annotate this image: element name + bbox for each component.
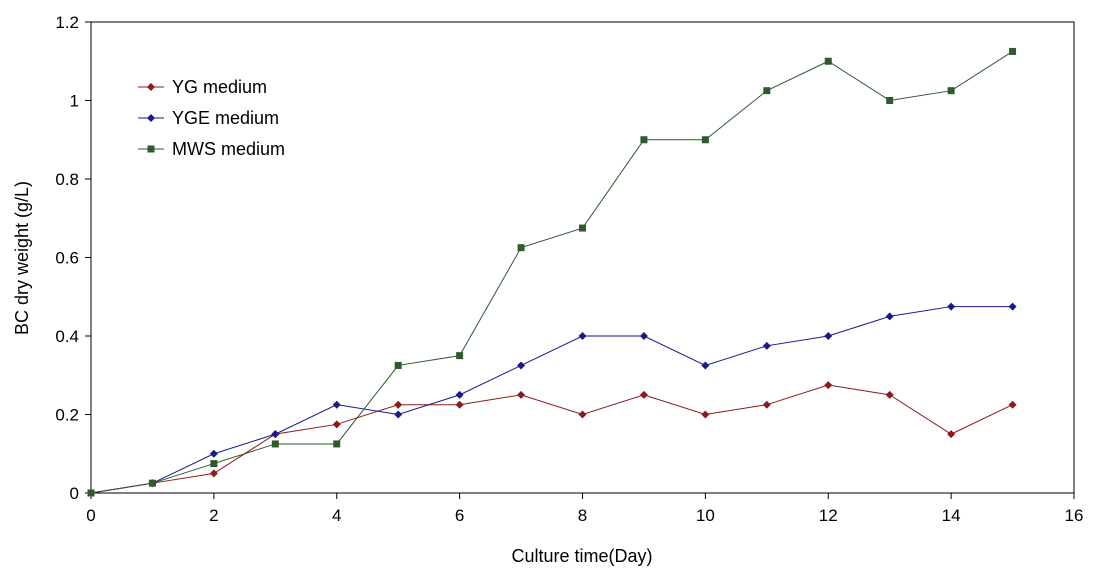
data-point-yg-medium bbox=[885, 390, 894, 399]
data-point-mws-medium bbox=[333, 440, 341, 448]
x-tick-label: 4 bbox=[332, 506, 341, 525]
data-point-yge-medium bbox=[455, 390, 464, 399]
x-tick-label: 6 bbox=[455, 506, 464, 525]
x-tick-label: 10 bbox=[696, 506, 715, 525]
series-layer bbox=[87, 47, 1017, 497]
x-tick-label: 12 bbox=[819, 506, 838, 525]
data-point-yge-medium bbox=[701, 361, 710, 370]
legend-item-yge-medium: YGE medium bbox=[138, 108, 279, 128]
legend-swatch-marker bbox=[147, 114, 155, 122]
data-point-yge-medium bbox=[824, 332, 833, 340]
data-point-yge-medium bbox=[639, 332, 648, 340]
y-tick-label: 1.2 bbox=[55, 13, 79, 32]
data-point-yge-medium bbox=[394, 410, 403, 419]
series-line-mws-medium bbox=[90, 51, 1013, 494]
series-line-yge-medium bbox=[90, 306, 1013, 494]
data-point-yge-medium bbox=[517, 361, 526, 370]
y-tick-label: 0.6 bbox=[55, 249, 79, 268]
legend: YG medium YGE medium MWS medium bbox=[138, 77, 285, 159]
legend-swatch-marker bbox=[147, 83, 155, 91]
x-tick-label: 0 bbox=[86, 506, 95, 525]
data-point-yg-medium bbox=[824, 381, 833, 390]
series-line-yg-medium bbox=[90, 384, 1013, 494]
data-point-yge-medium bbox=[947, 302, 956, 311]
data-point-yge-medium bbox=[578, 332, 587, 340]
data-point-mws-medium bbox=[886, 97, 894, 104]
legend-item-mws-medium: MWS medium bbox=[138, 139, 285, 159]
series-mws-medium bbox=[87, 47, 1017, 497]
x-tick-label: 16 bbox=[1065, 506, 1084, 525]
data-point-yge-medium bbox=[885, 312, 894, 321]
data-point-mws-medium bbox=[87, 489, 95, 497]
y-tick-label: 0.2 bbox=[55, 406, 79, 425]
legend-item-yg-medium: YG medium bbox=[138, 77, 267, 97]
legend-label: MWS medium bbox=[172, 139, 285, 159]
data-point-yg-medium bbox=[332, 420, 341, 429]
y-axis-title: BC dry weight (g/L) bbox=[12, 181, 32, 335]
data-point-yg-medium bbox=[762, 400, 771, 409]
data-point-mws-medium bbox=[517, 244, 525, 252]
data-point-mws-medium bbox=[271, 440, 279, 448]
data-point-mws-medium bbox=[640, 136, 648, 144]
axes: 0 2 4 6 8 10 12 14 16 0 0.2 0.4 0.6 0.8 1 1.2 bbox=[55, 13, 1083, 525]
data-point-mws-medium bbox=[579, 224, 586, 232]
y-tick-label: 0.4 bbox=[55, 327, 79, 346]
data-point-yg-medium bbox=[639, 390, 648, 399]
x-tick-label: 8 bbox=[578, 506, 587, 525]
data-point-yge-medium bbox=[209, 449, 218, 458]
series-yg-medium bbox=[87, 381, 1017, 497]
legend-swatch-marker bbox=[147, 145, 155, 153]
y-tick-label: 1 bbox=[70, 92, 79, 111]
series-yge-medium bbox=[87, 302, 1017, 497]
data-point-mws-medium bbox=[210, 460, 218, 468]
data-point-mws-medium bbox=[701, 136, 709, 144]
data-point-mws-medium bbox=[824, 57, 832, 65]
data-point-mws-medium bbox=[1009, 47, 1017, 55]
data-point-yge-medium bbox=[271, 430, 280, 439]
data-point-yg-medium bbox=[517, 390, 526, 399]
data-point-yge-medium bbox=[1008, 302, 1017, 311]
data-point-yg-medium bbox=[701, 410, 710, 419]
legend-label: YG medium bbox=[172, 77, 267, 97]
x-axis-title: Culture time(Day) bbox=[511, 546, 652, 566]
data-point-mws-medium bbox=[947, 87, 955, 95]
legend-label: YGE medium bbox=[172, 108, 279, 128]
data-point-yge-medium bbox=[762, 341, 771, 350]
data-point-yg-medium bbox=[578, 410, 587, 419]
data-point-yge-medium bbox=[332, 400, 341, 409]
data-point-mws-medium bbox=[456, 352, 464, 360]
data-point-yg-medium bbox=[394, 400, 403, 409]
data-point-yg-medium bbox=[947, 430, 956, 439]
x-tick-label: 2 bbox=[209, 506, 218, 525]
data-point-yg-medium bbox=[455, 400, 464, 409]
y-tick-label: 0.8 bbox=[55, 170, 79, 189]
data-point-mws-medium bbox=[763, 87, 771, 95]
data-point-yg-medium bbox=[209, 469, 218, 478]
y-tick-label: 0 bbox=[70, 484, 79, 503]
x-tick-label: 14 bbox=[942, 506, 961, 525]
data-point-mws-medium bbox=[394, 361, 402, 369]
data-point-yg-medium bbox=[1008, 400, 1017, 409]
data-point-mws-medium bbox=[148, 479, 156, 487]
